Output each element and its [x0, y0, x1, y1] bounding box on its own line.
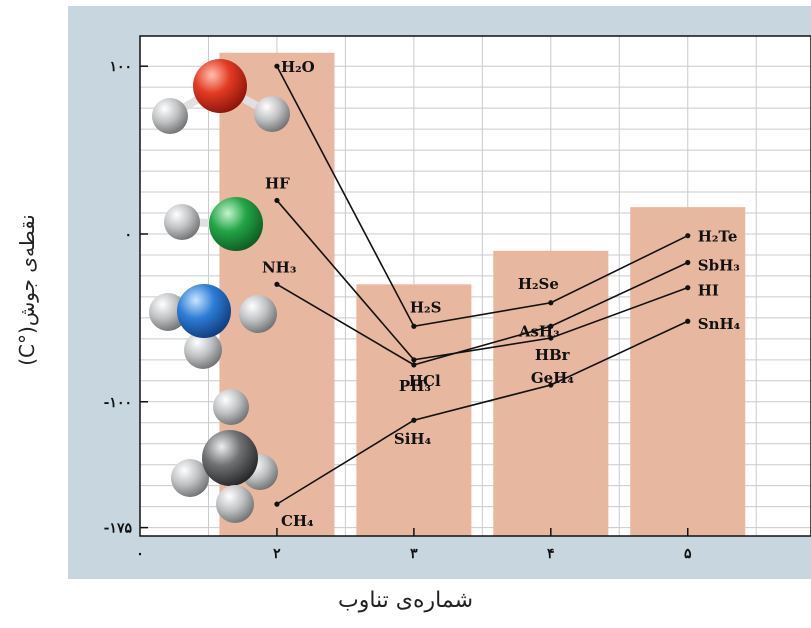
y-tick-label: -۱۰۰	[104, 395, 132, 411]
data-label: PH₃	[399, 377, 431, 395]
x-tick-label: ۴	[547, 546, 555, 562]
data-point	[274, 501, 280, 507]
series-line	[276, 65, 689, 328]
data-label: SbH₃	[698, 257, 740, 275]
y-tick-label: ۱۰۰	[109, 59, 132, 75]
y-tick-label: -۱۷۵	[104, 521, 133, 537]
data-point	[548, 323, 554, 329]
data-point	[411, 323, 417, 329]
series-line	[276, 199, 689, 361]
x-tick-label: ۰	[136, 546, 144, 562]
data-point	[411, 417, 417, 423]
series-layer: H₂O H₂S H₂Se H₂Te HF HCl HBr HI NH₃ PH₃ AsH₃ SbH₃ CH…	[262, 58, 741, 530]
ammonia-molecule-icon	[149, 284, 277, 369]
data-point	[685, 233, 691, 239]
data-label: H₂S	[410, 298, 442, 316]
data-point	[548, 335, 554, 341]
x-tick-label: ۲	[273, 546, 281, 562]
data-point	[274, 281, 280, 287]
data-label: CH₄	[281, 512, 314, 530]
data-label: HF	[265, 174, 290, 192]
data-label: HBr	[535, 346, 571, 364]
data-label: HCl	[409, 372, 441, 390]
data-label: H₂Se	[518, 275, 559, 293]
water-molecule-icon	[152, 59, 290, 134]
data-point	[548, 382, 554, 388]
data-label: SiH₄	[394, 430, 432, 448]
chart-panel: ۱۰۰ ۰ -۱۰۰ -۱۷۵ ۰ ۲ ۳ ۴ ۵ H₂O H₂S H₂Se H₂Te HF HCl HBr…	[68, 6, 811, 579]
data-point	[274, 197, 280, 204]
y-tick-label: ۰	[124, 227, 132, 243]
hydrogen-fluoride-molecule-icon	[164, 197, 263, 251]
data-label: SnH₄	[698, 315, 741, 333]
series-line	[276, 261, 689, 366]
series-line	[276, 320, 689, 505]
data-label: H₂O	[281, 58, 315, 76]
data-label: GeH₄	[531, 369, 575, 387]
data-point	[685, 318, 691, 324]
data-point	[548, 300, 554, 306]
data-point	[411, 362, 417, 368]
plot-border	[139, 35, 811, 537]
data-point	[685, 259, 691, 266]
x-tick-label: ۵	[684, 546, 692, 562]
x-tick-label: ۳	[410, 546, 418, 562]
x-axis-title: شماره‌ی تناوب	[337, 588, 474, 613]
data-label: HI	[698, 282, 719, 300]
data-point	[411, 357, 417, 363]
data-point	[685, 285, 691, 291]
data-label: AsH₃	[518, 322, 560, 340]
methane-molecule-icon	[171, 389, 278, 523]
bar	[493, 250, 609, 536]
data-label: NH₃	[262, 258, 296, 276]
y-axis-title: نقطه‌ی جوش(°C)	[15, 214, 39, 366]
data-point	[274, 63, 280, 69]
data-label: H₂Te	[698, 228, 738, 246]
